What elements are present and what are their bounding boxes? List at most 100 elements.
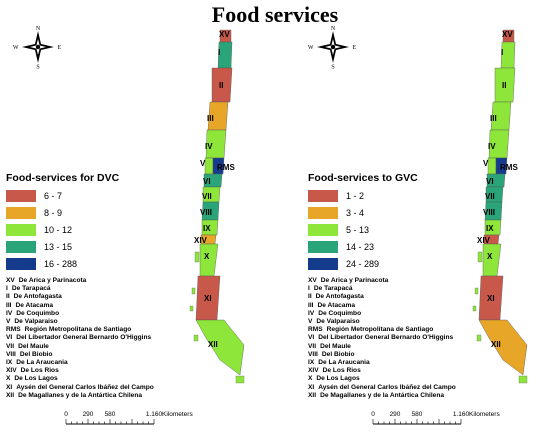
legend-swatch <box>6 189 36 202</box>
island <box>235 375 245 384</box>
compass-w-label: W <box>13 45 19 51</box>
region-code: VI <box>6 334 13 342</box>
region-code: RMS <box>6 326 21 334</box>
map-region-label: XIV <box>477 236 491 245</box>
region-code: XV <box>6 277 15 284</box>
compass-w-label: W <box>308 45 314 51</box>
region-code: I <box>308 285 310 293</box>
region-name: De Arica y Parinacota <box>18 277 87 284</box>
legend-swatch <box>6 206 36 219</box>
scale-tick-label: 1.160 <box>146 411 163 418</box>
region-name: De Los Lagos <box>14 375 58 383</box>
scale-tick-label: 290 <box>83 411 94 418</box>
map-region-label: IV <box>205 142 213 151</box>
island <box>518 375 528 384</box>
map-region-label: III <box>490 114 497 123</box>
region-name: De La Araucania <box>16 359 68 367</box>
region-list-item: II De Antofagasta <box>308 293 513 301</box>
map-region-label: XI <box>204 294 212 303</box>
region-ix <box>201 219 219 236</box>
region-name: De Atacama <box>317 301 356 309</box>
region-list-item: RMS Región Metropolitana de Santiago <box>6 326 211 334</box>
scale-tick-label: 1.160 <box>453 411 470 418</box>
map-region-label: XIV <box>194 236 208 245</box>
legend-item: 13 - 15 <box>6 238 119 255</box>
region-code: XI <box>308 383 315 391</box>
map-region-label: VII <box>202 192 212 201</box>
region-list-item: XIV De Los Rios <box>6 367 211 375</box>
region-code: V <box>308 318 313 326</box>
region-code: XII <box>6 391 15 399</box>
chile-map: XV I II III IV V RMS VI VII VIII IX XIV X XI XII <box>189 29 270 390</box>
island <box>194 251 200 263</box>
region-code: III <box>6 301 12 309</box>
map-region-label: XII <box>491 340 501 349</box>
region-list-item: VIII Del Biobio <box>308 351 513 359</box>
map-region-label: VI <box>486 177 494 186</box>
legend-item: 8 - 9 <box>6 204 119 221</box>
region-name: De La Araucania <box>318 359 370 367</box>
region-list-item: IV De Coquimbo <box>6 310 211 318</box>
region-vi <box>486 173 506 188</box>
region-list-item: IV De Coquimbo <box>308 310 513 318</box>
region-code: VII <box>308 342 317 350</box>
region-name: De Antofagasta <box>13 293 62 301</box>
legend-item: 10 - 12 <box>6 221 119 238</box>
compass-e-label: E <box>353 45 357 51</box>
map-region-label: XV <box>219 30 230 39</box>
region-list-item: X De Los Lagos <box>308 375 513 383</box>
region-list-item: XI Aysén del General Carlos Ibáñez del Ca… <box>6 384 211 392</box>
region-ii <box>211 67 233 103</box>
region-list: XV De Arica y Parinacota I De Tarapacá II De … <box>6 277 211 400</box>
region-name: De Tarapacá <box>11 285 51 293</box>
map-region-label: VIII <box>200 208 212 217</box>
region-list-item: V De Valparaiso <box>308 318 513 326</box>
map-region-label: I <box>218 48 220 57</box>
region-list: XV De Arica y Parinacota I De Tarapacá II De … <box>308 277 513 400</box>
region-list-item: V De Valparaiso <box>6 318 211 326</box>
region-list-item: XII De Magallanes y de la Antártica Chile… <box>308 392 513 400</box>
map-region-label: IV <box>488 142 496 151</box>
region-list-item: VI Del Libertador General Bernardo O'Higg… <box>308 334 513 342</box>
legend-label: 14 - 23 <box>346 241 375 252</box>
legend-label: 8 - 9 <box>44 207 63 218</box>
scale-tick-label: 290 <box>390 411 401 418</box>
island <box>476 334 482 342</box>
region-name: Aysén del General Carlos Ibáñez del Camp… <box>16 383 154 391</box>
legend: Food-services for DVC 6 - 7 8 - 9 10 - 12 1… <box>6 172 119 272</box>
island <box>193 334 199 342</box>
map-region-label: IX <box>203 224 211 233</box>
map-region-label: II <box>502 81 506 90</box>
legend-title: Food-services to GVC <box>308 172 418 184</box>
region-list-item: VII Del Maule <box>308 343 513 351</box>
compass-icon: N S E W <box>308 25 357 71</box>
region-code: X <box>6 375 11 383</box>
compass-s-label: S <box>331 65 334 71</box>
map-region-label: X <box>487 252 493 261</box>
region-code: I <box>6 285 8 293</box>
legend-swatch <box>308 257 338 270</box>
legend-label: 24 - 289 <box>346 258 380 269</box>
region-code: XIV <box>308 367 319 375</box>
region-code: IX <box>6 359 13 367</box>
region-code: IV <box>308 309 315 317</box>
legend-swatch <box>308 240 338 253</box>
region-ii <box>494 67 516 103</box>
legend-item: 1 - 2 <box>308 187 418 204</box>
region-list-item: XV De Arica y Parinacota <box>308 277 513 285</box>
legend-item: 6 - 7 <box>6 187 119 204</box>
region-list-item: RMS Región Metropolitana de Santiago <box>308 326 513 334</box>
region-code: III <box>308 301 314 309</box>
legend-item: 24 - 289 <box>308 255 418 272</box>
legend-item: 14 - 23 <box>308 238 418 255</box>
region-code: IX <box>308 359 315 367</box>
map-region-label: X <box>204 252 210 261</box>
region-code: II <box>6 293 10 301</box>
region-list-item: II De Antofagasta <box>6 293 211 301</box>
region-name: Del Biobio <box>321 350 355 358</box>
legend-title: Food-services for DVC <box>6 172 120 184</box>
region-code: IV <box>6 309 13 317</box>
region-name: De Los Rios <box>20 367 59 375</box>
